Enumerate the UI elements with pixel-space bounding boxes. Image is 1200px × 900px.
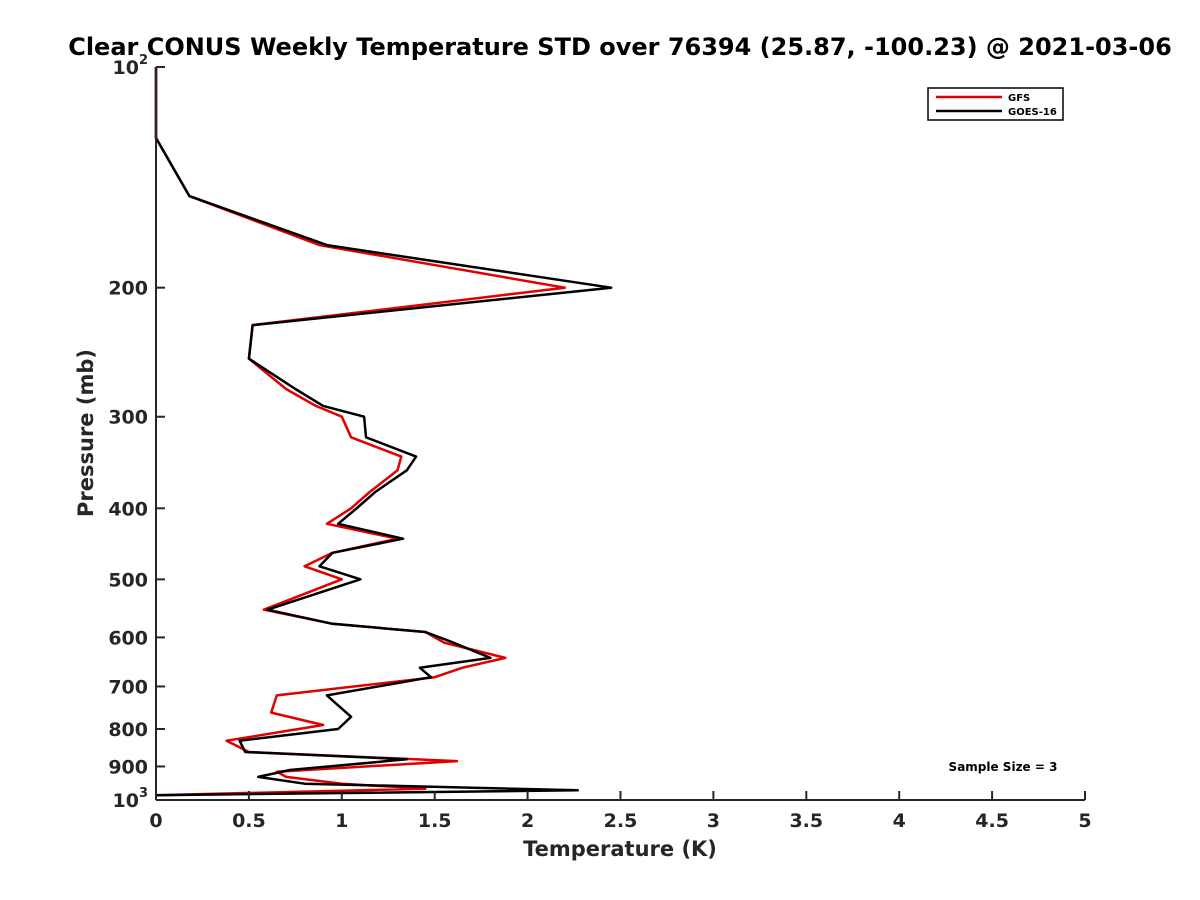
- x-tick-label: 5: [1078, 810, 1091, 832]
- plot-area: [154, 67, 613, 797]
- y-tick-label: 700: [108, 676, 148, 698]
- y-axis-label: Pressure (mb): [74, 349, 98, 517]
- x-tick-label: 4.5: [975, 810, 1009, 832]
- y-tick-label: 800: [108, 719, 148, 741]
- legend-box: [927, 87, 1064, 121]
- x-tick-label: 3.5: [789, 810, 823, 832]
- x-tick-label: 0.5: [232, 810, 266, 832]
- x-axis-label: Temperature (K): [523, 837, 717, 861]
- series-line-1: [154, 67, 613, 797]
- x-tick-label: 1: [335, 810, 348, 832]
- y-tick-label: 200: [108, 278, 148, 300]
- x-axis-ticks: 0 0.5 1 1.5 2 2.5 3 3.5 4 4.5 5: [149, 791, 1092, 832]
- legend-label-0: GFS: [1008, 93, 1030, 104]
- y-tick-label: 500: [108, 569, 148, 591]
- y-tick-label: 400: [108, 498, 148, 520]
- y-tick-label: 600: [108, 627, 148, 649]
- x-tick-label: 2.5: [604, 810, 638, 832]
- x-tick-label: 4: [893, 810, 906, 832]
- x-tick-label: 1.5: [418, 810, 452, 832]
- legend-label-1: GOES-16: [1008, 107, 1057, 118]
- y-tick-label: 900: [108, 756, 148, 778]
- y-tick-label: 102: [113, 53, 149, 79]
- x-tick-label: 0: [149, 810, 162, 832]
- legend: GFS GOES-16: [927, 87, 1064, 121]
- y-axis-ticks: 102 200 300 400 500 600 700 800 900 103: [108, 53, 165, 812]
- sample-size-annotation: Sample Size = 3: [949, 760, 1058, 774]
- y-tick-label: 300: [108, 407, 148, 429]
- series-line-0: [154, 67, 567, 797]
- x-tick-label: 2: [521, 810, 534, 832]
- y-tick-label: 103: [113, 786, 149, 812]
- axes: [155, 67, 1085, 801]
- chart-title: Clear CONUS Weekly Temperature STD over …: [68, 33, 1172, 61]
- x-tick-label: 3: [707, 810, 720, 832]
